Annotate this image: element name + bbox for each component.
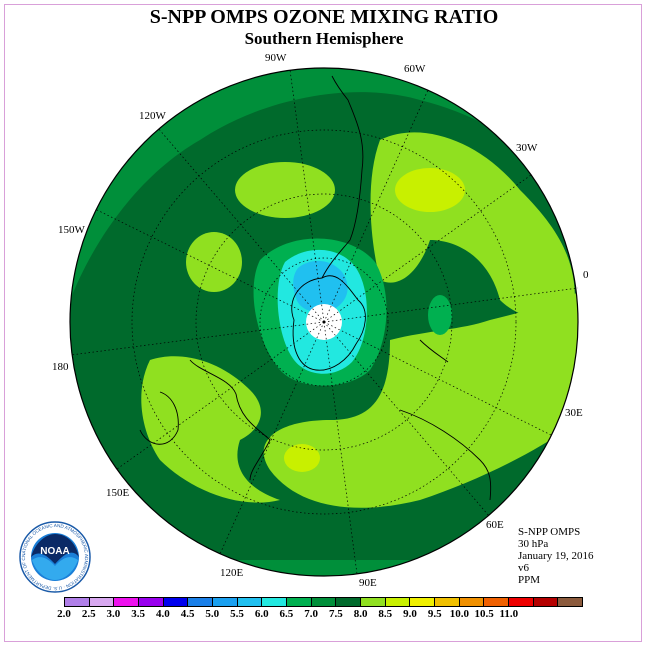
lon-label-90w: 90W — [265, 52, 287, 64]
colorbar-tick-label: 10.5 — [474, 608, 494, 620]
colorbar-segment — [385, 598, 411, 606]
info-date: January 19, 2016 — [518, 550, 594, 562]
colorbar — [64, 597, 583, 607]
colorbar-tick-label: 9.0 — [403, 608, 417, 620]
colorbar-tick-label: 11.0 — [499, 608, 519, 620]
colorbar-segment — [262, 598, 288, 606]
colorbar-segment — [65, 598, 90, 606]
lon-label-150w: 150W — [58, 224, 86, 236]
lon-label-30e: 30E — [565, 407, 583, 419]
colorbar-tick-labels: 2.0 2.5 3.0 3.5 4.0 4.5 5.0 5.5 6.0 6.5 7.0 7.5 8.0 8… — [57, 607, 583, 621]
lon-label-90e: 90E — [359, 577, 377, 589]
longitude-labels: 0 30E 60E 90E 120E 150E 180 150W 120W 90… — [52, 52, 589, 589]
colorbar-tick-label: 5.5 — [230, 608, 244, 620]
colorbar-tick-label: 8.0 — [353, 608, 368, 620]
lon-label-120w: 120W — [139, 110, 167, 122]
colorbar-tick-label: 2.0 — [57, 608, 71, 620]
colorbar-tick-label: 3.5 — [131, 608, 146, 620]
field-level-7.5-8.0 — [235, 162, 335, 218]
colorbar-tick-label: 6.0 — [254, 608, 269, 620]
colorbar-segment — [459, 598, 485, 606]
colorbar-segment — [237, 598, 263, 606]
noaa-logo-text: NOAA — [40, 546, 69, 557]
coastlines — [139, 75, 492, 501]
map-subtitle: Southern Hemisphere — [244, 29, 404, 48]
map-title: S-NPP OMPS OZONE MIXING RATIO — [149, 6, 499, 28]
colorbar-segment — [114, 598, 140, 606]
colorbar-segment — [163, 598, 189, 606]
info-units: PPM — [518, 574, 541, 586]
colorbar-segment — [533, 598, 559, 606]
colorbar-segment — [311, 598, 337, 606]
field-level-7.5-8.0 — [141, 356, 280, 503]
colorbar-tick-label: 7.5 — [328, 608, 343, 620]
lon-label-60w: 60W — [404, 63, 426, 75]
colorbar-segment — [435, 598, 460, 606]
lon-label-0: 0 — [583, 269, 589, 281]
colorbar-segment — [287, 598, 312, 606]
map-boundary — [69, 67, 579, 577]
field-level-7.5-8.0 — [263, 290, 578, 508]
lon-label-150e: 150E — [106, 487, 130, 499]
colorbar-tick-label: 8.5 — [378, 608, 393, 620]
colorbar-tick-label: 7.0 — [304, 608, 319, 620]
map-info: S-NPP OMPS 30 hPa January 19, 2016 v6 PP… — [518, 526, 593, 586]
colorbar-tick-label: 4.5 — [180, 608, 195, 620]
colorbar-segment — [89, 598, 115, 606]
colorbar-tick-label: 6.5 — [279, 608, 294, 620]
colorbar-segment — [361, 598, 386, 606]
lon-label-120e: 120E — [220, 567, 244, 579]
colorbar-segment — [336, 598, 362, 606]
colorbar-tick-label: 2.5 — [81, 608, 96, 620]
lon-label-180: 180 — [52, 361, 69, 373]
colorbar-tick-label: 10.0 — [449, 608, 470, 620]
info-version: v6 — [518, 562, 529, 574]
colorbar-tick-label: 9.5 — [427, 608, 442, 620]
colorbar-tick-label: 5.0 — [205, 608, 220, 620]
page-frame — [4, 4, 642, 642]
field-level-8.0-8.5 — [284, 444, 320, 472]
colorbar-segment — [509, 598, 534, 606]
info-instrument: S-NPP OMPS — [518, 526, 581, 538]
colorbar-segment — [484, 598, 510, 606]
info-level: 30 hPa — [518, 538, 549, 550]
colorbar-segment — [410, 598, 436, 606]
lon-label-30w: 30W — [516, 142, 538, 154]
colorbar-tick-label: 4.0 — [155, 608, 170, 620]
colorbar-segment — [558, 598, 583, 606]
field-level-8.0-8.5 — [395, 168, 465, 212]
field-level-6.0-6.5 — [428, 295, 452, 335]
colorbar-tick-label: 3.0 — [106, 608, 121, 620]
graticule — [70, 69, 579, 575]
colorbar-segment — [188, 598, 214, 606]
noaa-logo: NATIONAL OCEANIC AND ATMOSPHERIC ADMINIS… — [18, 520, 91, 593]
lon-label-60e: 60E — [486, 519, 504, 531]
colorbar-segment — [213, 598, 238, 606]
field-level-7.5-8.0 — [186, 232, 242, 292]
colorbar-segment — [139, 598, 164, 606]
